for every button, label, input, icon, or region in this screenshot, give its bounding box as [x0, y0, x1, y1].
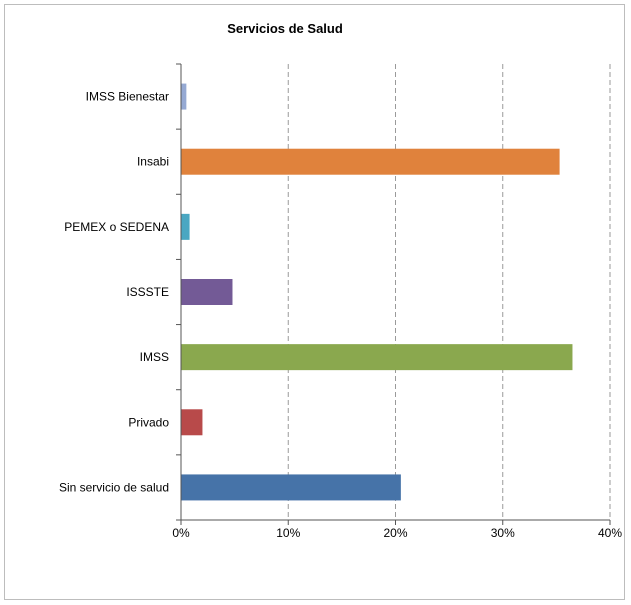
bar-imss [181, 344, 573, 371]
x-tick-label: 40% [598, 526, 622, 540]
chart-frame: Servicios de Salud [4, 4, 625, 600]
grid-lines [287, 64, 611, 520]
category-label: Insabi [137, 155, 169, 169]
axes [176, 63, 611, 525]
bars [181, 83, 573, 501]
x-tick-label: 20% [383, 526, 407, 540]
bar-privado [181, 409, 203, 436]
category-label: IMSS Bienestar [86, 90, 169, 104]
bar-insabi [181, 148, 560, 175]
x-tick-label: 0% [172, 526, 190, 540]
bar-issste [181, 279, 233, 305]
x-tick-label: 30% [491, 526, 515, 540]
category-label: Privado [128, 415, 169, 429]
chart-title: Servicios de Salud [227, 21, 343, 36]
tick-labels: 0% 10% 20% 30% 40% [172, 526, 622, 540]
bar-pemex-o-sedena [181, 213, 190, 240]
bar-imss-bienestar [181, 83, 187, 110]
category-label: Sin servicio de salud [59, 480, 169, 494]
category-label: IMSS [140, 350, 169, 364]
x-tick-label: 10% [276, 526, 300, 540]
bar-sin-servicio-de-salud [181, 474, 401, 501]
category-labels: IMSS Bienestar Insabi PEMEX o SEDENA ISSSTE… [59, 90, 169, 495]
category-label: ISSSTE [126, 285, 169, 299]
category-label: PEMEX o SEDENA [64, 220, 169, 234]
